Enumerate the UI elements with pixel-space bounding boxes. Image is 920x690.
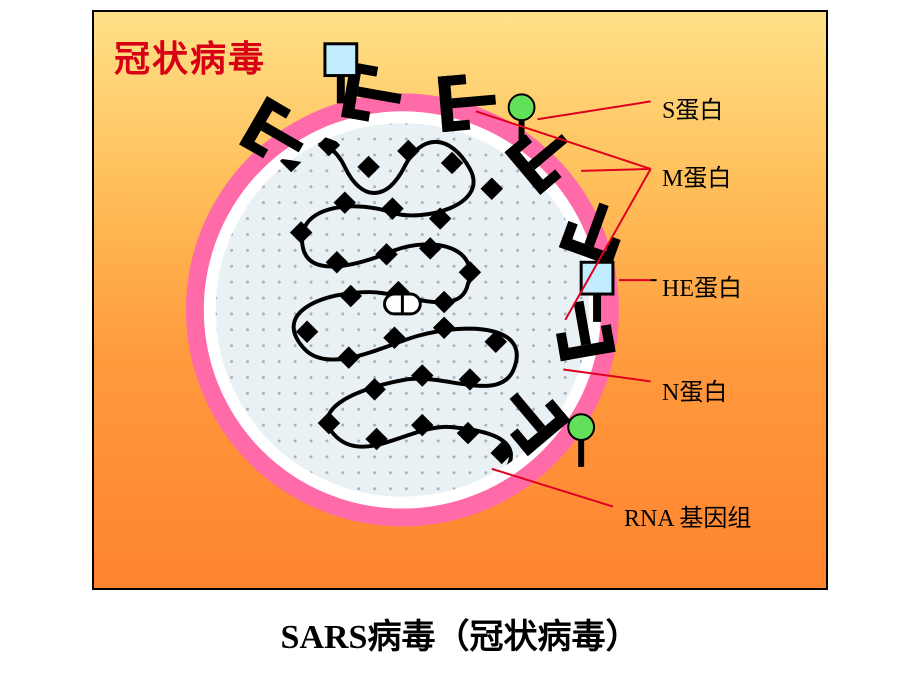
diagram-box: 冠状病毒 S蛋白 M蛋白 HE蛋白 N蛋白 RNA 基因组 xyxy=(92,10,828,590)
slide: 冠状病毒 S蛋白 M蛋白 HE蛋白 N蛋白 RNA 基因组 SARS病毒（冠状病… xyxy=(0,0,920,690)
label-he-protein: HE蛋白 xyxy=(662,268,742,303)
label-rna-genome: RNA 基因组 xyxy=(624,498,751,533)
label-m-protein: M蛋白 xyxy=(662,158,731,193)
label-n-protein: N蛋白 xyxy=(662,372,727,407)
label-s-protein: S蛋白 xyxy=(662,90,723,125)
slide-caption: SARS病毒（冠状病毒） xyxy=(0,609,920,658)
